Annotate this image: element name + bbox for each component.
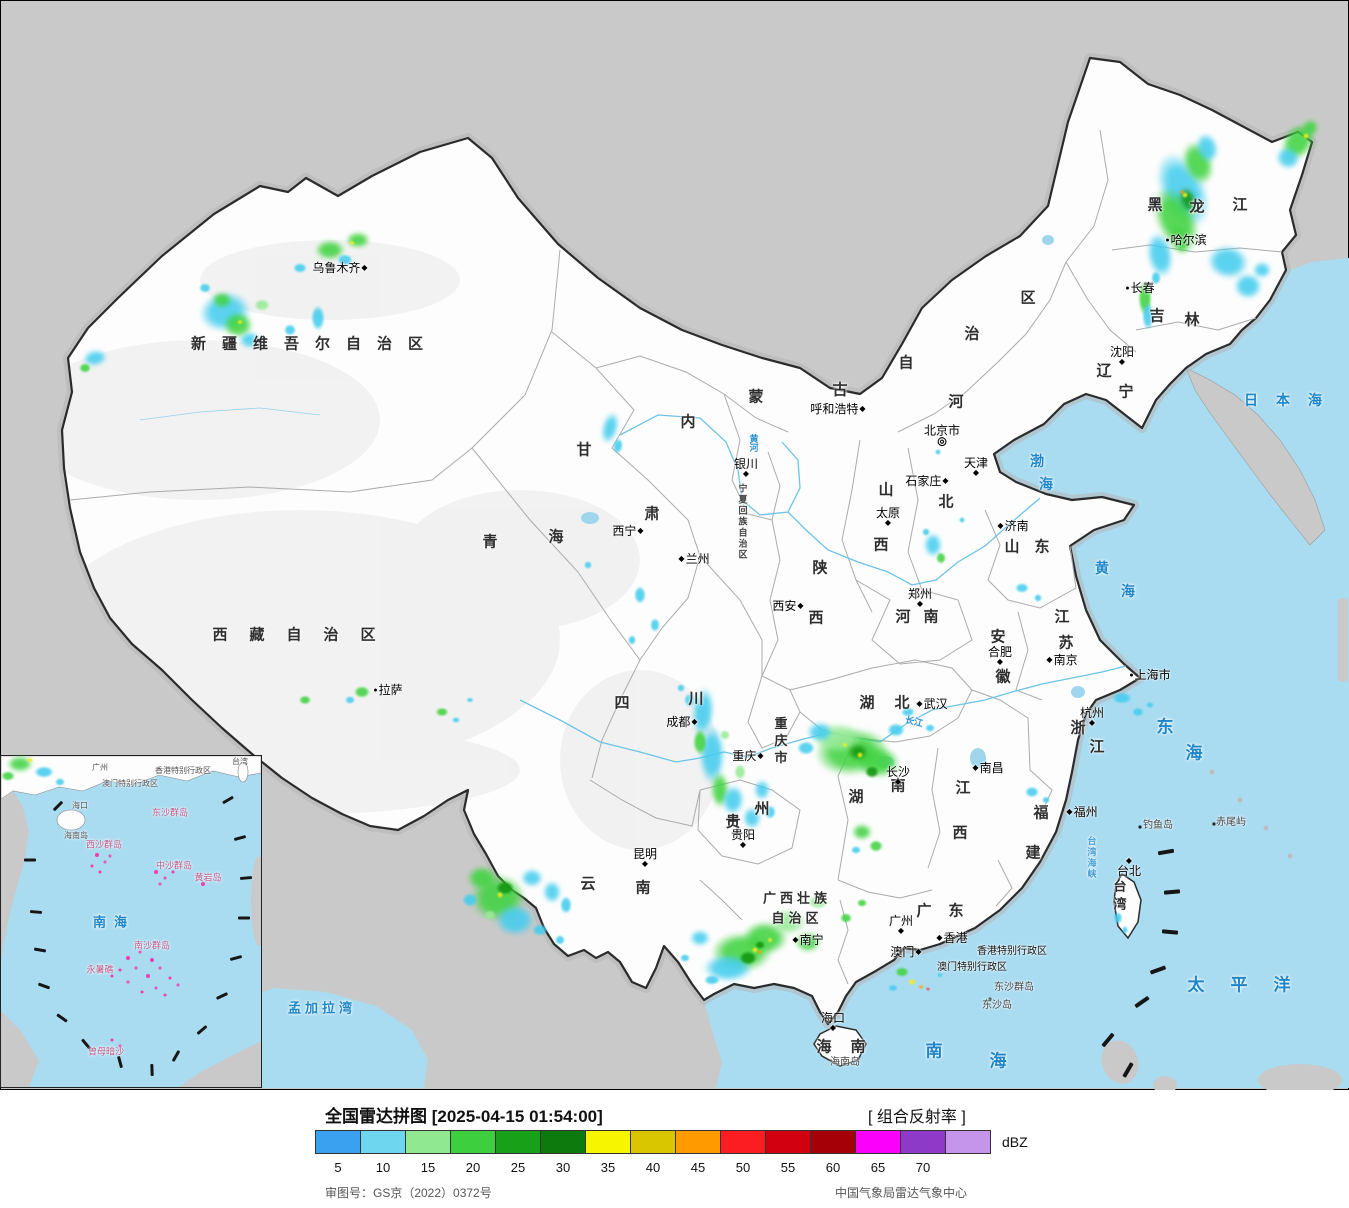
map-approval-number: 审图号：GS京（2022）0372号 (325, 1186, 492, 1200)
dongsha-island-dot (988, 997, 992, 1001)
data-source-label: 中国气象局雷达气象中心 (835, 1186, 968, 1200)
colorbar-cell (316, 1131, 361, 1153)
colorbar-cell (946, 1131, 990, 1153)
colorbar-cell (541, 1131, 586, 1153)
dbz-tick-label: 30 (555, 1160, 571, 1175)
dbz-tick-label: 60 (825, 1160, 841, 1175)
chiwei-island-dot (1212, 822, 1216, 826)
colorbar-cell (451, 1131, 496, 1153)
colorbar-cell (676, 1131, 721, 1153)
dbz-tick-label: 15 (420, 1160, 436, 1175)
radar-map-canvas: 黑龙江吉林辽宁内蒙古自治区新疆维吾尔自治区 西藏自治区青海甘肃宁夏回族自治区陕西山… (0, 0, 1349, 1090)
dbz-tick-label: 20 (465, 1160, 481, 1175)
dbz-colorbar (315, 1130, 991, 1154)
colorbar-cell (901, 1131, 946, 1153)
legend-panel: 全国雷达拼图 [2025-04-15 01:54:00] [ 组合反射率 ] d… (0, 1090, 1349, 1208)
colorbar-cell (766, 1131, 811, 1153)
inset-south-china-coast (1, 756, 261, 800)
dbz-tick-label: 45 (690, 1160, 706, 1175)
colorbar-cell (496, 1131, 541, 1153)
inset-taiwan (237, 761, 249, 783)
colorbar-cell (811, 1131, 856, 1153)
colorbar-cell (631, 1131, 676, 1153)
dbz-tick-label: 50 (735, 1160, 751, 1175)
dbz-tick-label: 70 (915, 1160, 931, 1175)
inset-vietnam (1, 791, 29, 963)
lakes (581, 235, 1085, 768)
south-china-sea-inset (0, 755, 262, 1088)
inset-malay (1, 1011, 39, 1087)
dbz-tick-label: 40 (645, 1160, 661, 1175)
basemap (57, 53, 1349, 1090)
inset-borneo (179, 1041, 261, 1087)
dbz-unit-label: dBZ (1002, 1134, 1028, 1150)
product-type-label: [ 组合反射率 ] (868, 1109, 966, 1126)
dbz-tick-label: 25 (510, 1160, 526, 1175)
diaoyu-island-dot (1138, 825, 1142, 829)
colorbar-cell (406, 1131, 451, 1153)
colorbar-cell (586, 1131, 631, 1153)
dbz-tick-label: 10 (375, 1160, 391, 1175)
japan-sliver (1338, 598, 1348, 682)
ocean-bay-of-bengal (230, 988, 428, 1088)
map-title: 全国雷达拼图 [2025-04-15 01:54:00] (325, 1107, 603, 1126)
colorbar-cell (721, 1131, 766, 1153)
colorbar-cell (361, 1131, 406, 1153)
inset-hainan (56, 809, 86, 831)
korea-peninsula (1185, 367, 1326, 546)
ocean-east (704, 258, 1349, 1088)
dbz-tick-label: 35 (600, 1160, 616, 1175)
inset-luzon (251, 856, 261, 946)
dbz-tick-label: 65 (870, 1160, 886, 1175)
hainan-island (813, 1025, 867, 1067)
colorbar-cell (856, 1131, 901, 1153)
dbz-tick-label: 5 (334, 1160, 342, 1175)
dbz-tick-label: 55 (780, 1160, 796, 1175)
